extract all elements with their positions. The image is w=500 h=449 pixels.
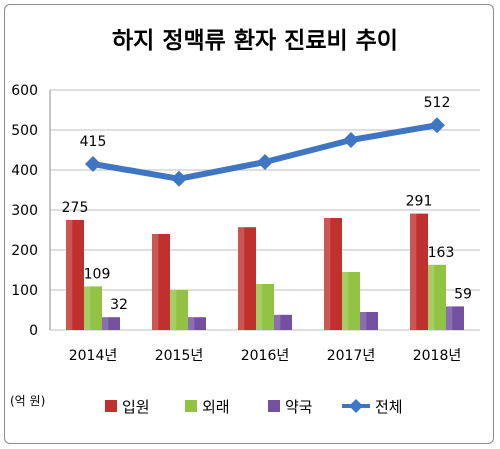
line-marker-2015년 — [171, 170, 187, 187]
data-label: 415 — [80, 134, 107, 150]
data-labels: 275 109 32 415 291 163 59 512 — [62, 95, 472, 313]
bar-highlight — [410, 213, 417, 330]
legend-label-외래: 외래 — [202, 398, 230, 416]
bar-외래-2017년 — [342, 272, 360, 330]
legend: 입원 외래 약국 전체 — [105, 398, 403, 416]
x-tick-label: 2014년 — [69, 348, 118, 364]
bar-외래-2018년 — [428, 264, 446, 330]
line-marker-2017년 — [343, 132, 359, 148]
legend-swatch-입원 — [105, 400, 117, 412]
bar-highlight — [170, 290, 177, 330]
legend-label-전체: 전체 — [375, 398, 403, 416]
x-tick-label: 2018년 — [413, 348, 462, 364]
line-marker-2018년 — [429, 117, 445, 134]
chart-title: 하지 정맥류 환자 진료비 추이 — [112, 28, 398, 54]
bar-highlight — [238, 227, 245, 330]
bar-입원-2016년 — [238, 227, 256, 330]
line-marker-2016년 — [257, 154, 273, 170]
y-axis-ticks: 0 100 200 300 400 500 600 — [11, 83, 38, 339]
legend-swatch-외래 — [185, 400, 197, 412]
legend-marker-전체 — [349, 399, 363, 413]
bar-외래-2014년 — [84, 286, 102, 330]
legend-label-입원: 입원 — [122, 398, 150, 416]
bar-highlight — [256, 284, 263, 330]
line-전체 — [92, 122, 438, 182]
bar-약국-2017년 — [360, 312, 378, 330]
line-marker-2014년 — [85, 156, 101, 172]
bar-외래-2015년 — [170, 290, 188, 330]
data-label: 512 — [424, 95, 451, 111]
y-tick-label: 0 — [29, 323, 38, 339]
x-tick-label: 2016년 — [241, 348, 290, 364]
y-tick-label: 400 — [11, 163, 38, 179]
data-label: 32 — [110, 297, 128, 313]
data-label: 59 — [454, 286, 472, 302]
data-label: 163 — [428, 245, 455, 261]
bar-입원-2017년 — [324, 218, 342, 330]
x-axis-ticks: 2014년 2015년 2016년 2017년 2018년 — [69, 348, 462, 364]
x-tick-label: 2015년 — [155, 348, 204, 364]
bar-입원-2018년 — [410, 213, 428, 330]
bar-약국-2018년 — [446, 306, 464, 330]
y-tick-label: 300 — [11, 203, 38, 219]
bar-highlight — [360, 312, 367, 330]
bar-highlight — [66, 220, 73, 330]
legend-swatch-약국 — [268, 400, 280, 412]
x-tick-label: 2017년 — [327, 348, 376, 364]
bar-약국-2014년 — [102, 317, 120, 330]
bar-highlight — [428, 264, 435, 330]
bar-highlight — [84, 286, 91, 330]
total-line — [85, 117, 445, 187]
bar-highlight — [152, 234, 159, 330]
bar-외래-2016년 — [256, 284, 274, 330]
bar-highlight — [274, 314, 281, 330]
y-tick-label: 600 — [11, 83, 38, 99]
bar-highlight — [188, 317, 195, 330]
legend-label-약국: 약국 — [285, 398, 313, 416]
data-label: 109 — [84, 266, 111, 282]
bar-약국-2016년 — [274, 314, 292, 330]
unit-label: (억 원) — [10, 394, 45, 408]
bar-highlight — [324, 218, 331, 330]
y-tick-label: 200 — [11, 243, 38, 259]
bar-highlight — [342, 272, 349, 330]
y-tick-label: 100 — [11, 283, 38, 299]
y-tick-label: 500 — [11, 123, 38, 139]
bar-입원-2015년 — [152, 234, 170, 330]
bar-입원-2014년 — [66, 220, 84, 330]
bar-약국-2015년 — [188, 317, 206, 330]
data-label: 275 — [62, 200, 89, 216]
data-label: 291 — [406, 194, 433, 210]
bar-highlight — [102, 317, 109, 330]
bars — [66, 213, 464, 330]
bar-highlight — [446, 306, 453, 330]
